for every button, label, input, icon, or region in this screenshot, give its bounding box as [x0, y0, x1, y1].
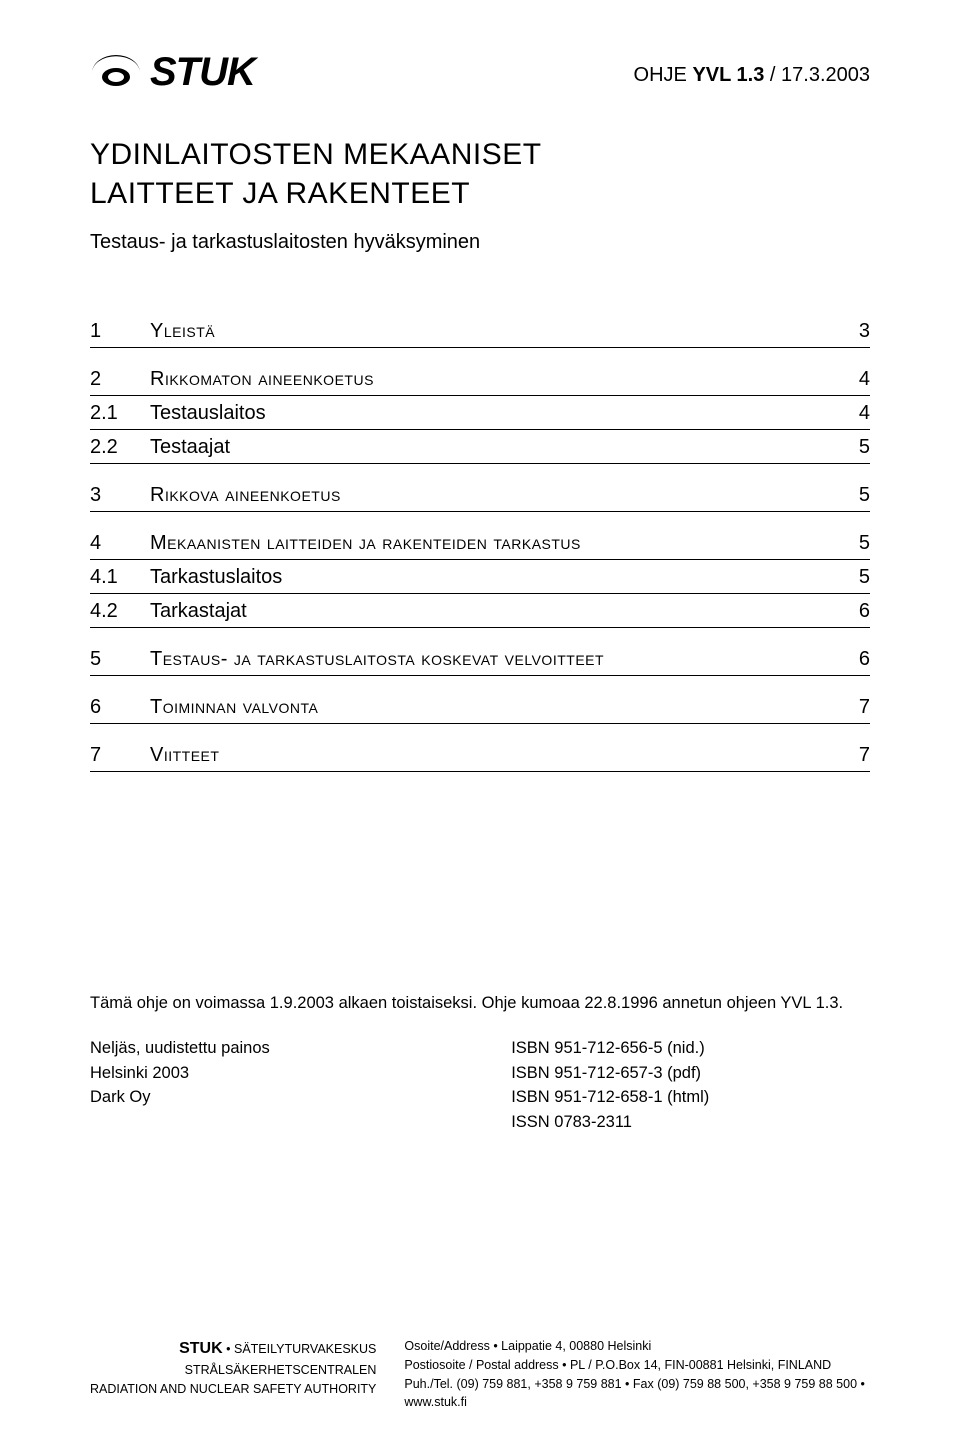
footer-address-2: Postiosoite / Postal address • PL / P.O.…: [404, 1356, 870, 1375]
title-line-1: YDINLAITOSTEN MEKAANISET: [90, 135, 870, 174]
stuk-logo-icon: [90, 53, 142, 93]
logo-text: STUK: [150, 50, 255, 95]
toc-gap: [90, 348, 870, 362]
toc-page: 5: [830, 436, 870, 459]
toc-number: 2.2: [90, 436, 150, 459]
footer-org-line-1: STUK • SÄTEILYTURVAKESKUS: [90, 1337, 376, 1361]
footer-right: Osoite/Address • Laippatie 4, 00880 Hels…: [404, 1337, 870, 1412]
toc-gap: [90, 676, 870, 690]
toc-label: Yleistä: [150, 320, 830, 343]
toc-page: 7: [830, 744, 870, 767]
toc-page: 3: [830, 320, 870, 343]
header-row: STUK OHJE YVL 1.3 / 17.3.2003: [90, 50, 870, 95]
toc-label: Testaajat: [150, 436, 830, 459]
doc-ref-suffix: / 17.3.2003: [764, 64, 870, 86]
pub-left-line: Neljäs, uudistettu painos: [90, 1036, 511, 1061]
toc-page: 5: [830, 566, 870, 589]
toc-label: Viitteet: [150, 744, 830, 767]
toc-label: Rikkomaton aineenkoetus: [150, 368, 830, 391]
doc-ref-bold: YVL 1.3: [692, 64, 764, 86]
publication-info: Neljäs, uudistettu painosHelsinki 2003Da…: [90, 1036, 870, 1135]
footer-address-1: Osoite/Address • Laippatie 4, 00880 Hels…: [404, 1337, 870, 1356]
toc-gap: [90, 464, 870, 478]
toc-page: 4: [830, 368, 870, 391]
toc-row: 5Testaus- ja tarkastuslaitosta koskevat …: [90, 642, 870, 676]
publication-left: Neljäs, uudistettu painosHelsinki 2003Da…: [90, 1036, 511, 1135]
publication-right: ISBN 951-712-656-5 (nid.)ISBN 951-712-65…: [511, 1036, 870, 1135]
pub-right-line: ISBN 951-712-657-3 (pdf): [511, 1061, 870, 1086]
title-line-2: LAITTEET JA RAKENTEET: [90, 174, 870, 213]
toc-page: 5: [830, 532, 870, 555]
toc-row: 3Rikkova aineenkoetus5: [90, 478, 870, 512]
pub-right-line: ISSN 0783-2311: [511, 1110, 870, 1135]
validity-note: Tämä ohje on voimassa 1.9.2003 alkaen to…: [90, 992, 870, 1016]
toc-label: Tarkastajat: [150, 600, 830, 623]
document-reference: OHJE YVL 1.3 / 17.3.2003: [634, 64, 870, 87]
toc-number: 5: [90, 648, 150, 671]
toc-number: 2: [90, 368, 150, 391]
toc-number: 7: [90, 744, 150, 767]
footer: STUK • SÄTEILYTURVAKESKUS STRÅLSÄKERHETS…: [90, 1337, 870, 1412]
toc-label: Rikkova aineenkoetus: [150, 484, 830, 507]
table-of-contents: 1Yleistä32Rikkomaton aineenkoetus42.1Tes…: [90, 314, 870, 772]
logo-block: STUK: [90, 50, 255, 95]
toc-gap: [90, 628, 870, 642]
toc-row: 2.2Testaajat5: [90, 430, 870, 464]
toc-label: Tarkastuslaitos: [150, 566, 830, 589]
toc-row: 7Viitteet7: [90, 738, 870, 772]
footer-org-line-2: STRÅLSÄKERHETSCENTRALEN: [90, 1361, 376, 1380]
toc-row: 4Mekaanisten laitteiden ja rakenteiden t…: [90, 526, 870, 560]
toc-page: 6: [830, 600, 870, 623]
toc-label: Testaus- ja tarkastuslaitosta koskevat v…: [150, 648, 830, 671]
toc-label: Mekaanisten laitteiden ja rakenteiden ta…: [150, 532, 830, 555]
toc-row: 4.1Tarkastuslaitos5: [90, 560, 870, 594]
doc-ref-prefix: OHJE: [634, 64, 693, 86]
toc-page: 6: [830, 648, 870, 671]
title-block: YDINLAITOSTEN MEKAANISET LAITTEET JA RAK…: [90, 135, 870, 213]
toc-page: 7: [830, 696, 870, 719]
toc-gap: [90, 512, 870, 526]
pub-right-line: ISBN 951-712-656-5 (nid.): [511, 1036, 870, 1061]
toc-number: 2.1: [90, 402, 150, 425]
pub-right-line: ISBN 951-712-658-1 (html): [511, 1085, 870, 1110]
toc-number: 4: [90, 532, 150, 555]
footer-l1-rest: • SÄTEILYTURVAKESKUS: [223, 1342, 377, 1356]
toc-number: 6: [90, 696, 150, 719]
toc-label: Toiminnan valvonta: [150, 696, 830, 719]
toc-page: 4: [830, 402, 870, 425]
toc-row: 2.1Testauslaitos4: [90, 396, 870, 430]
toc-number: 4.1: [90, 566, 150, 589]
toc-row: 1Yleistä3: [90, 314, 870, 348]
toc-row: 4.2Tarkastajat6: [90, 594, 870, 628]
footer-org-line-3: RADIATION AND NUCLEAR SAFETY AUTHORITY: [90, 1380, 376, 1399]
pub-left-line: Dark Oy: [90, 1085, 511, 1110]
subtitle: Testaus- ja tarkastuslaitosten hyväksymi…: [90, 231, 870, 254]
footer-stuk-bold: STUK: [179, 1340, 223, 1357]
toc-number: 1: [90, 320, 150, 343]
toc-gap: [90, 724, 870, 738]
toc-row: 2Rikkomaton aineenkoetus4: [90, 362, 870, 396]
footer-left: STUK • SÄTEILYTURVAKESKUS STRÅLSÄKERHETS…: [90, 1337, 376, 1412]
toc-number: 4.2: [90, 600, 150, 623]
footer-address-3: Puh./Tel. (09) 759 881, +358 9 759 881 •…: [404, 1375, 870, 1413]
toc-number: 3: [90, 484, 150, 507]
toc-label: Testauslaitos: [150, 402, 830, 425]
toc-page: 5: [830, 484, 870, 507]
toc-row: 6Toiminnan valvonta7: [90, 690, 870, 724]
pub-left-line: Helsinki 2003: [90, 1061, 511, 1086]
